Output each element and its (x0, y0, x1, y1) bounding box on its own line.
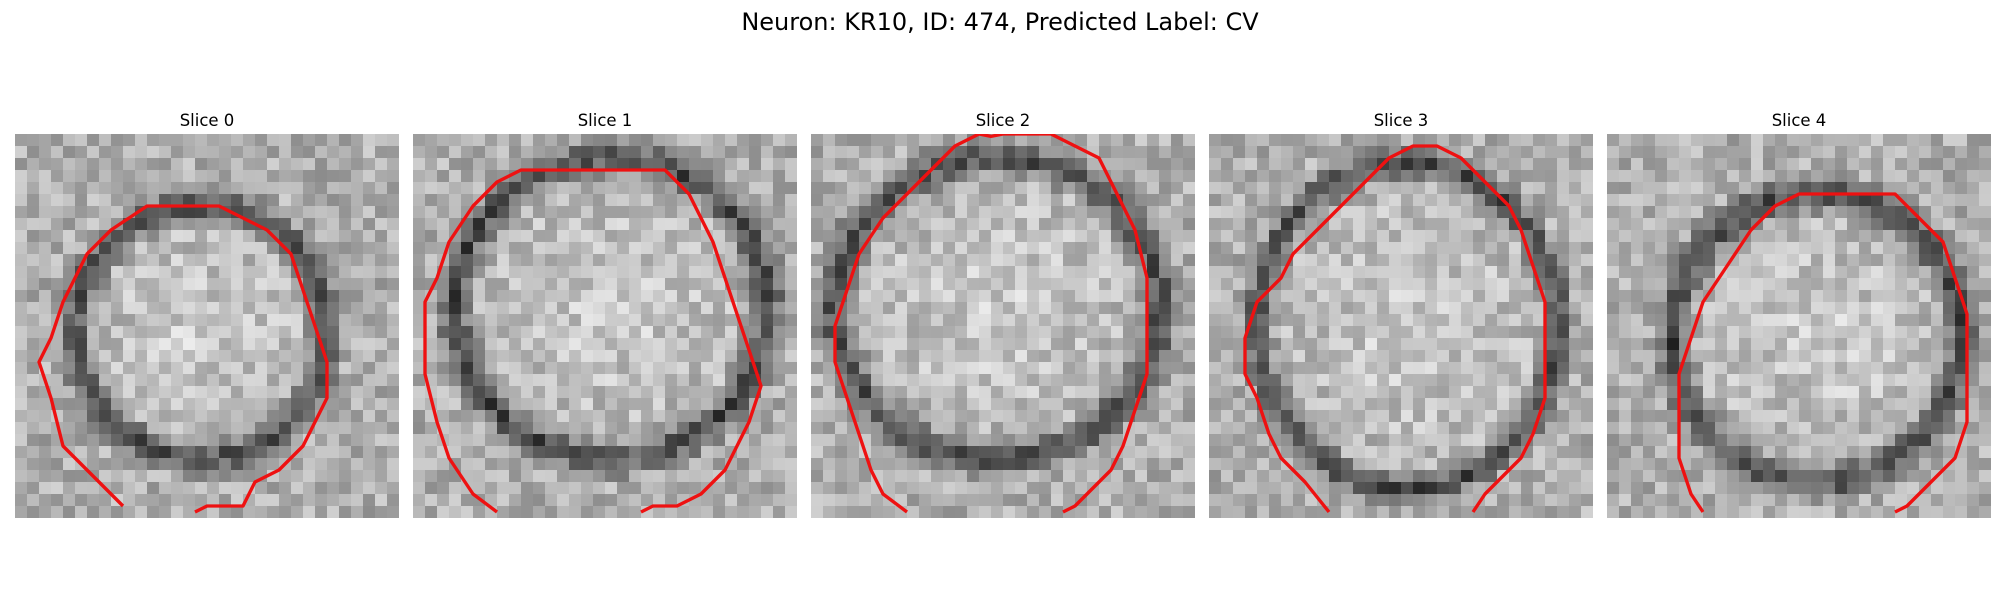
segmentation-contour (37, 204, 329, 514)
slice-image (413, 134, 797, 518)
slice-title: Slice 0 (179, 111, 235, 130)
slice-panel-4: Slice 4 (1607, 108, 1991, 518)
slice-panel-1: Slice 1 (413, 108, 797, 518)
slice-title: Slice 4 (1771, 111, 1827, 130)
slice-panel-2: Slice 2 (811, 108, 1195, 518)
slice-panel-3: Slice 3 (1209, 108, 1593, 518)
slice-title: Slice 1 (577, 111, 633, 130)
slice-panel-0: Slice 0 (15, 108, 399, 518)
slice-image (1607, 134, 1991, 518)
segmentation-contour (1243, 144, 1547, 514)
segmentation-contour (423, 168, 763, 514)
slice-image (15, 134, 399, 518)
slice-title: Slice 2 (975, 111, 1031, 130)
slice-title: Slice 3 (1373, 111, 1429, 130)
segmentation-contour (1677, 192, 1969, 514)
slice-image (1209, 134, 1593, 518)
segmentation-contour (833, 134, 1149, 514)
figure-title: Neuron: KR10, ID: 474, Predicted Label: … (741, 8, 1259, 36)
slice-image (811, 134, 1195, 518)
